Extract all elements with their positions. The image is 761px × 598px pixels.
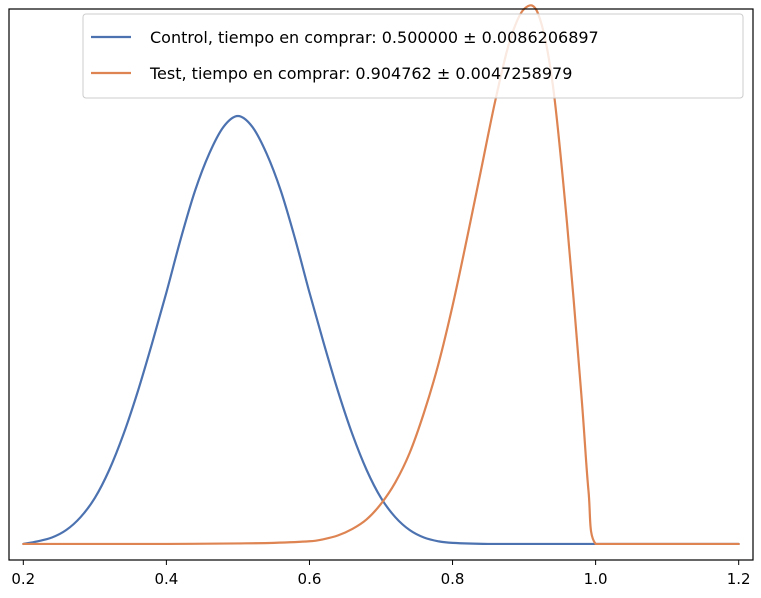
- series-line-control: [22, 114, 740, 546]
- x-tick-label: 1.0: [584, 570, 608, 588]
- series-layer: [22, 4, 740, 546]
- series-line-test: [22, 4, 740, 546]
- x-tick-label: 1.2: [727, 570, 751, 588]
- legend-items: Control, tiempo en comprar: 0.500000 ± 0…: [91, 28, 599, 83]
- x-tick-label: 0.4: [154, 570, 178, 588]
- legend-box: [82, 13, 744, 99]
- legend: Control, tiempo en comprar: 0.500000 ± 0…: [82, 13, 744, 99]
- x-tick-label: 0.6: [298, 570, 322, 588]
- x-tick-label: 0.8: [441, 570, 465, 588]
- legend-label-control: Control, tiempo en comprar: 0.500000 ± 0…: [150, 28, 599, 47]
- x-axis: 0.2 0.4 0.6 0.8 1.0 1.2: [11, 560, 751, 588]
- legend-label-test: Test, tiempo en comprar: 0.904762 ± 0.00…: [149, 64, 572, 83]
- x-tick-label: 0.2: [11, 570, 35, 588]
- plot-frame: [8, 8, 754, 561]
